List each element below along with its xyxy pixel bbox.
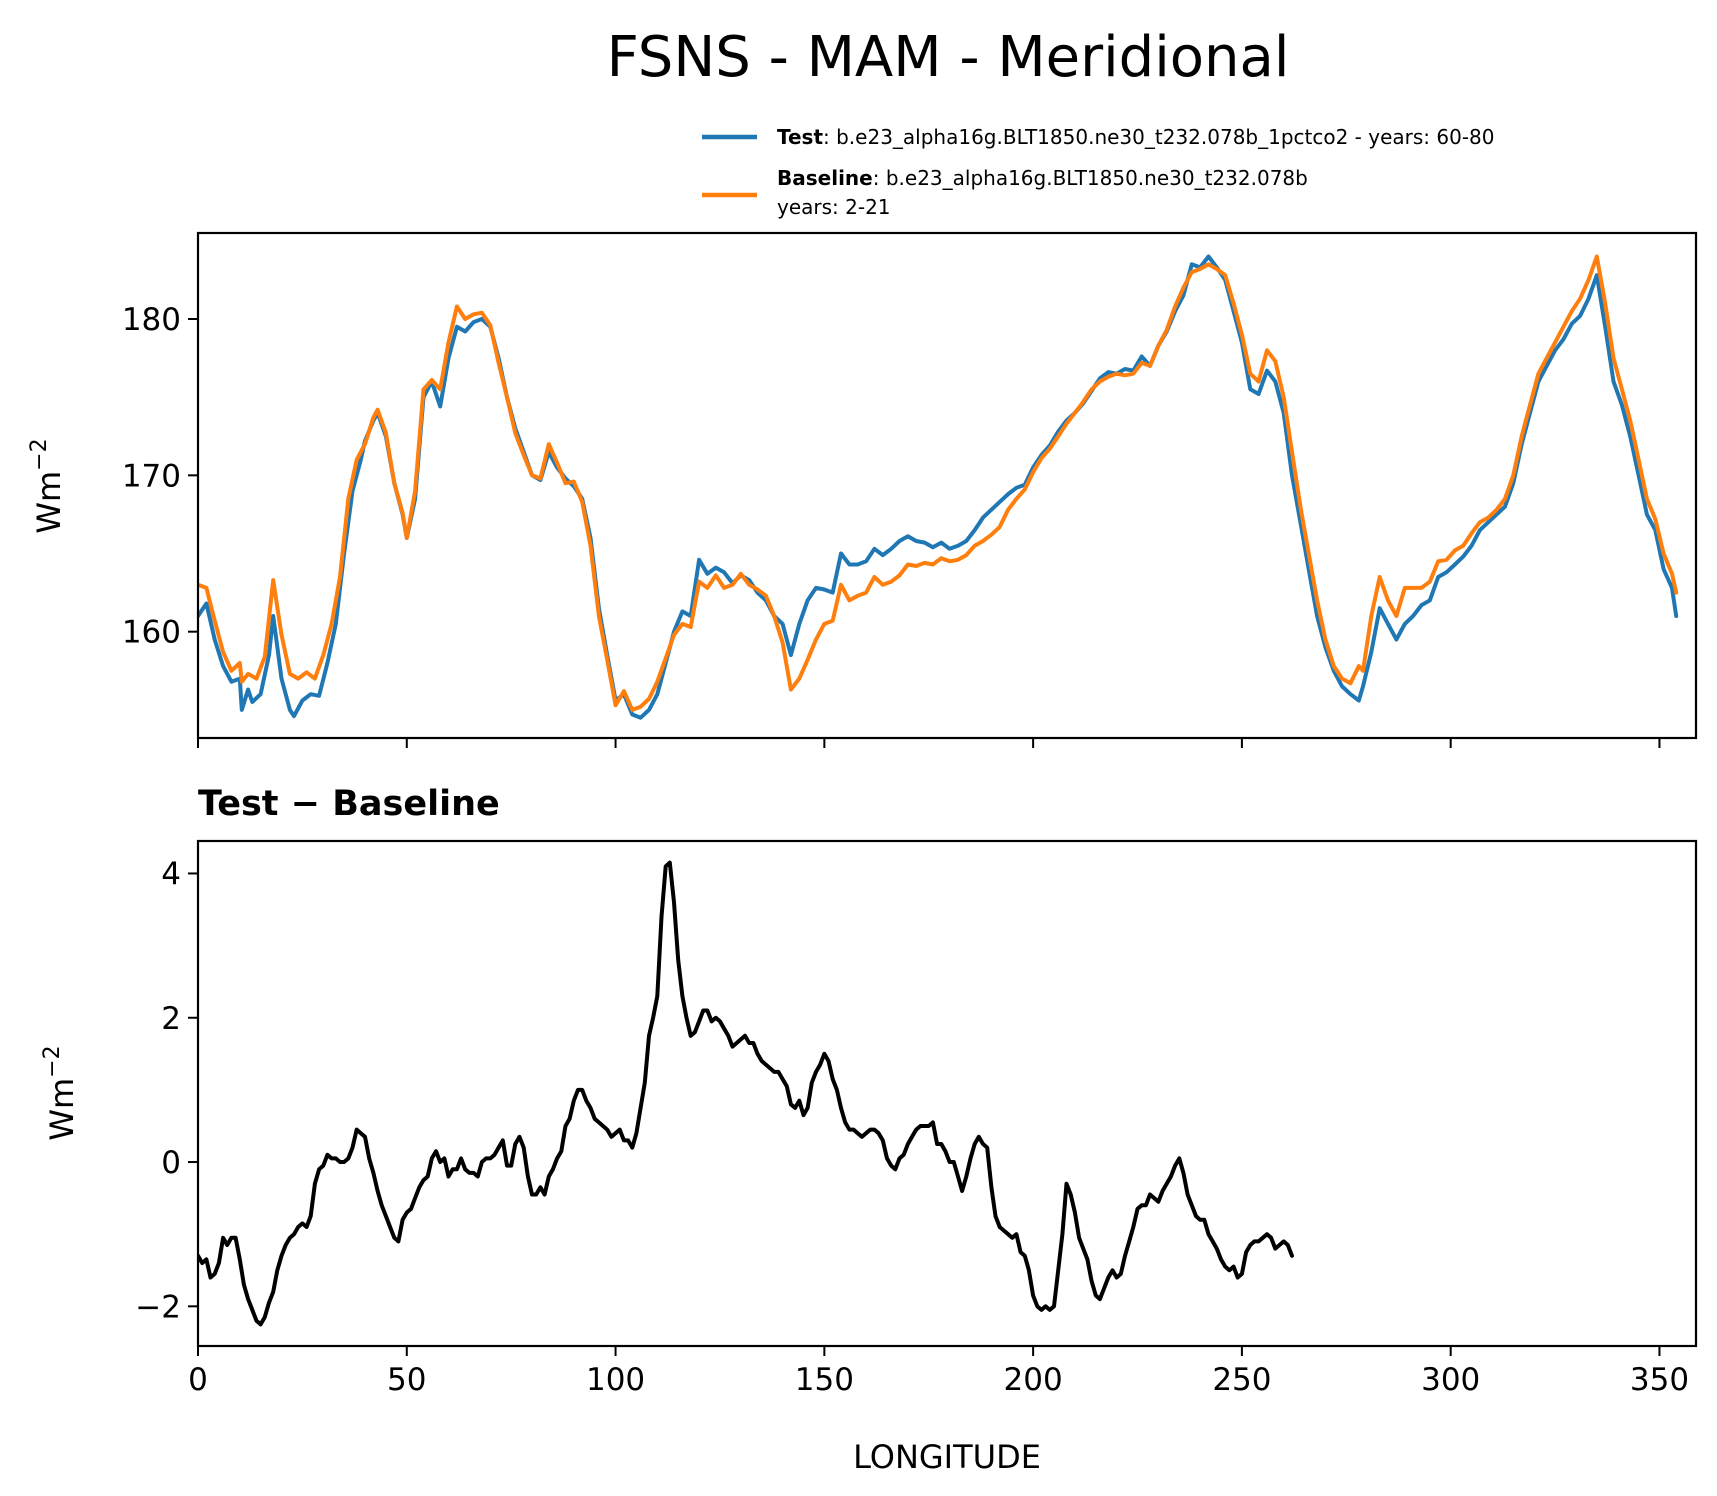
bottom-panel-title: Test − Baseline xyxy=(198,784,500,824)
bottom-ylabel: Wm−2 xyxy=(40,1045,81,1140)
top-panel: 160 170 180 Wm−2 xyxy=(27,231,1698,748)
bottom-ytick-label: 0 xyxy=(161,1145,181,1181)
legend-baseline-text: Baseline: b.e23_alpha16g.BLT1850.ne30_t2… xyxy=(777,166,1308,190)
legend-baseline-years: years: 2-21 xyxy=(777,195,891,219)
legend-test-name: Test xyxy=(777,125,823,149)
top-axes-frame xyxy=(196,231,1698,740)
bottom-ytick-label: 4 xyxy=(161,856,181,892)
top-ylabel: Wm−2 xyxy=(27,438,68,533)
bottom-series-line-test-baseline xyxy=(198,860,1294,1327)
bottom-xtick-label: 350 xyxy=(1630,1362,1689,1398)
legend-baseline-description: : b.e23_alpha16g.BLT1850.ne30_t232.078b xyxy=(873,166,1308,190)
top-series-group xyxy=(198,254,1679,720)
bottom-xtick-label: 100 xyxy=(586,1362,645,1398)
bottom-xtick-label: 200 xyxy=(1004,1362,1063,1398)
top-series-line-baseline xyxy=(198,254,1679,712)
legend-test-description: : b.e23_alpha16g.BLT1850.ne30_t232.078b_… xyxy=(823,125,1495,149)
bottom-xtick-label: 300 xyxy=(1421,1362,1480,1398)
bottom-axes-frame xyxy=(196,839,1698,1348)
bottom-ytick-label: 2 xyxy=(161,1001,181,1037)
top-ytick-label: 160 xyxy=(122,615,181,651)
bottom-ylabel-base: Wm xyxy=(43,1078,81,1141)
top-ytick-label: 180 xyxy=(122,302,181,338)
top-ylabel-exponent: −2 xyxy=(27,438,52,470)
bottom-ylabel-exponent: −2 xyxy=(40,1045,65,1077)
bottom-xtick-label: 250 xyxy=(1212,1362,1271,1398)
top-ylabel-base: Wm xyxy=(30,471,68,534)
bottom-xtick-label: 50 xyxy=(387,1362,426,1398)
top-ytick-label: 170 xyxy=(122,458,181,494)
bottom-series-group xyxy=(198,860,1294,1327)
bottom-xtick-label: 0 xyxy=(188,1362,208,1398)
x-axis-label: LONGITUDE xyxy=(853,1438,1041,1476)
legend: Test: b.e23_alpha16g.BLT1850.ne30_t232.0… xyxy=(702,125,1495,219)
chart-title: FSNS - MAM - Meridional xyxy=(607,25,1290,90)
legend-test-text: Test: b.e23_alpha16g.BLT1850.ne30_t232.0… xyxy=(777,125,1495,149)
legend-baseline-name: Baseline xyxy=(777,166,873,190)
bottom-ytick-label: −2 xyxy=(135,1289,181,1325)
bottom-xtick-label: 150 xyxy=(795,1362,854,1398)
